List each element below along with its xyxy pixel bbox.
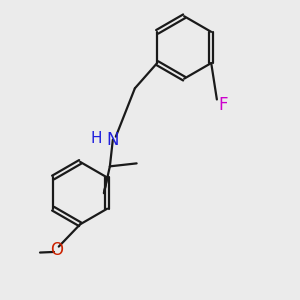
Text: O: O bbox=[50, 241, 63, 259]
Text: H: H bbox=[91, 130, 102, 146]
Text: F: F bbox=[218, 96, 228, 114]
Text: N: N bbox=[106, 130, 119, 148]
